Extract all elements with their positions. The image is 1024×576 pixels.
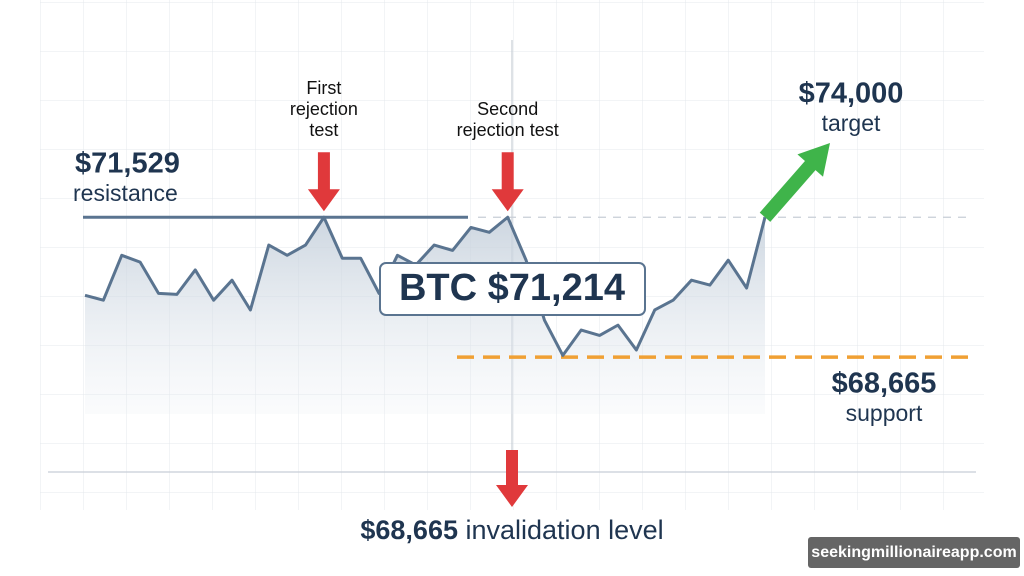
target-text: target: [822, 110, 881, 136]
price-label: BTC $71,214: [399, 267, 625, 309]
invalidation-label: $68,665 invalidation level: [360, 515, 663, 545]
red-arrow: [307, 152, 340, 212]
target-value: $74,000: [799, 78, 904, 110]
red-arrow: [491, 152, 524, 212]
rejection-label: First: [306, 78, 341, 98]
price-box-bg: [379, 262, 646, 316]
price-line: [84, 215, 767, 357]
price-box: BTC $71,214: [379, 262, 646, 316]
invalidation-value: $68,665: [360, 515, 458, 545]
invalidation-space: [458, 515, 466, 545]
rejection-label: test: [309, 120, 338, 140]
watermark-bg: [808, 537, 1020, 568]
support-text: support: [846, 400, 923, 426]
resistance-value: $71,529: [75, 148, 180, 180]
rejection-label: rejection test: [457, 120, 559, 140]
rejection-label: Second: [477, 99, 538, 119]
resistance-text: resistance: [73, 180, 178, 206]
target-arrow: [759, 143, 830, 222]
invalidation-text: invalidation level: [466, 515, 664, 545]
rejection-label: rejection: [290, 99, 358, 119]
watermark: seekingmillionaireapp.com: [811, 544, 1016, 561]
support-value: $68,665: [832, 368, 937, 400]
red-arrow: [496, 450, 528, 507]
